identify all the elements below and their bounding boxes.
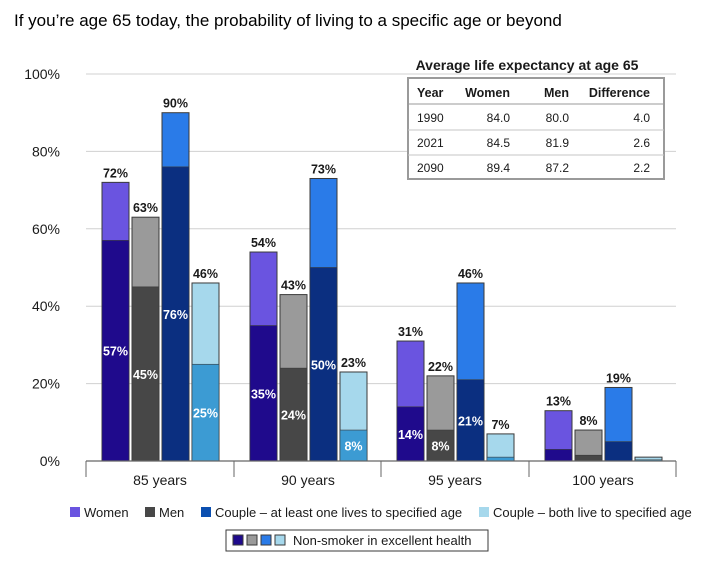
data-label: 54% [251,236,276,250]
table-cell: 80.0 [546,111,570,125]
legend-label-women: Women [84,505,129,520]
data-label-nonsmoker: 25% [193,407,218,421]
data-label: 8% [579,414,597,428]
data-label: 22% [428,360,453,374]
data-label: 63% [133,201,158,215]
bar-nonsmoker [249,325,278,462]
legend-swatch-nonsmoker-couple-both [274,534,286,546]
bar-nonsmoker [161,166,190,462]
data-label-nonsmoker: 45% [133,368,158,382]
data-label-nonsmoker: 21% [458,414,483,428]
bar-nonsmoker [279,367,308,462]
y-axis-labels: 0% 20% 40% 60% 80% 100% [24,66,60,469]
legend-label-men: Men [159,505,184,520]
y-tick-label: 100% [24,66,60,82]
data-label: 23% [341,356,366,370]
legend-label-couple-both: Couple – both live to specified age [493,505,692,520]
data-label: 73% [311,162,336,176]
y-tick-label: 40% [32,298,60,314]
table-frame [407,77,665,180]
data-label: 90% [163,97,188,111]
table-cell: 87.2 [546,161,570,175]
bar-nonsmoker [131,286,160,462]
x-tick-label: 95 years [428,472,482,488]
table-cell: 84.0 [487,111,511,125]
bar-nonsmoker [604,441,633,462]
table-header-men: Men [544,86,569,100]
y-tick-label: 0% [40,453,60,469]
x-tick-label: 85 years [133,472,187,488]
bar [486,433,515,462]
table-cell: 4.0 [633,111,650,125]
bar-nonsmoker [574,454,603,462]
table-header-women: Women [465,86,510,100]
table-cell: 2021 [417,136,444,150]
bar-nonsmoker [191,363,220,462]
legend-swatch-men [145,507,155,517]
data-label: 46% [458,267,483,281]
data-label-nonsmoker: 8% [431,440,449,454]
legend-swatch-nonsmoker-couple-one [260,534,272,546]
y-tick-label: 80% [32,143,60,159]
data-label: 19% [606,371,631,385]
bars: 72% 57% 63% 45% 90% 76% 46% 25% 54% 35% 43% 24% 73% 5… [101,97,663,462]
y-tick-label: 20% [32,376,60,392]
legend: Women Men Couple – at least one lives to… [70,505,692,552]
life-expectancy-table: Average life expectancy at age 65 Year W… [407,57,665,180]
legend-swatch-women [70,507,80,517]
data-label: 13% [546,395,571,409]
data-label: 72% [103,166,128,180]
data-label: 7% [491,418,509,432]
bar-nonsmoker [456,379,485,462]
table-cell: 2.6 [633,136,650,150]
chart-title: If you’re age 65 today, the probability … [14,11,562,30]
data-label: 46% [193,267,218,281]
x-tick-label: 90 years [281,472,335,488]
legend-swatch-nonsmoker-women [232,534,244,546]
legend-label-couple-one: Couple – at least one lives to specified… [215,505,462,520]
x-tick-label: 100 years [572,472,633,488]
y-tick-label: 60% [32,221,60,237]
table-cell: 1990 [417,111,444,125]
nonsmoker-legend-box [225,529,489,552]
table-cell: 81.9 [546,136,570,150]
table-cell: 84.5 [487,136,511,150]
bar-nonsmoker [544,449,573,462]
bar-nonsmoker [426,429,455,462]
table-header-difference: Difference [589,86,650,100]
legend-swatch-nonsmoker-men [246,534,258,546]
data-label-nonsmoker: 14% [398,428,423,442]
table-cell: 2090 [417,161,444,175]
legend-label-nonsmoker: Non-smoker in excellent health [293,533,471,548]
bar-nonsmoker [309,267,338,462]
data-label: 31% [398,325,423,339]
table-header-year: Year [417,86,444,100]
data-label-nonsmoker: 35% [251,387,276,401]
data-label-nonsmoker: 50% [311,358,336,372]
data-label-nonsmoker: 57% [103,345,128,359]
legend-swatch-couple-one [201,507,211,517]
data-label-nonsmoker: 24% [281,409,306,423]
data-label-nonsmoker: 8% [344,440,362,454]
data-label: 43% [281,279,306,293]
x-axis: 85 years 90 years 95 years 100 years [85,460,677,488]
table-cell: 2.2 [633,161,650,175]
data-label-nonsmoker: 76% [163,308,188,322]
bar-nonsmoker [339,429,368,462]
legend-swatch-couple-both [479,507,489,517]
table-cell: 89.4 [487,161,511,175]
table-title: Average life expectancy at age 65 [416,57,639,73]
